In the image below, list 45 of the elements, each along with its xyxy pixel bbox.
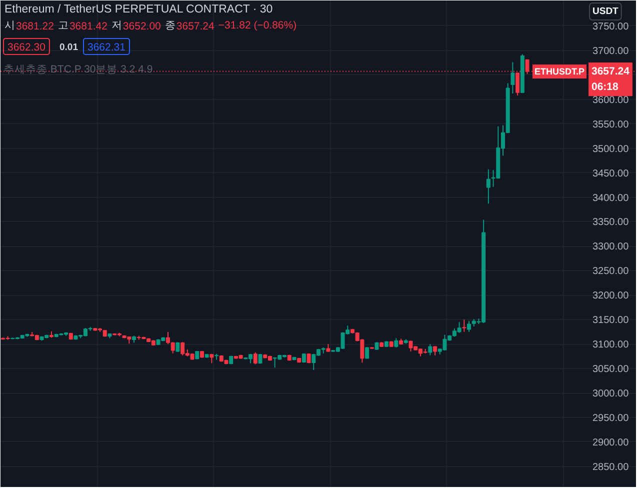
candlestick xyxy=(365,346,370,360)
annotation: 시 xyxy=(4,20,16,32)
y-tick-label: 3300.00 xyxy=(592,242,630,253)
candlestick xyxy=(462,319,466,332)
annotation: USDT xyxy=(592,6,619,17)
ref-line-label: 3657.24 xyxy=(592,66,630,78)
chart-title: Ethereum / TetherUS PERPETUAL CONTRACT · 30 xyxy=(4,4,273,16)
y-tick-label: 2850.00 xyxy=(592,462,630,473)
y-tick-label: 3500.00 xyxy=(592,144,630,155)
y-tick-label: 3150.00 xyxy=(592,315,630,326)
annotation: 3681.42 xyxy=(69,20,108,32)
annotation: 3681.22 xyxy=(16,20,54,32)
y-tick-label: 3400.00 xyxy=(592,192,630,204)
candlestick xyxy=(176,342,180,352)
annotation: 3662.30 xyxy=(8,42,46,54)
y-tick-label: 3350.00 xyxy=(592,217,630,228)
annotation: 종 xyxy=(164,20,176,32)
candlestick xyxy=(486,168,490,204)
annotation: 0.01 xyxy=(60,42,79,53)
y-tick-label: 3450.00 xyxy=(592,168,630,180)
y-tick-label: 3050.00 xyxy=(592,364,630,376)
candlestick xyxy=(433,346,438,356)
y-tick-label: 3700.00 xyxy=(592,46,630,57)
annotation: 추세추종 BTC.P 30분봉 3.2 4.9 xyxy=(4,64,153,76)
y-tick-label: 3600.00 xyxy=(592,94,630,106)
candlestick xyxy=(394,338,398,348)
annotation: 저 xyxy=(111,20,122,32)
candlestick xyxy=(510,62,515,94)
annotation: 3662.31 xyxy=(88,42,126,54)
y-tick-label: 3750.00 xyxy=(592,21,630,32)
annotation: 고 xyxy=(58,20,69,32)
annotation: −31.82 (−0.86%) xyxy=(218,20,297,32)
annotation: 3652.00 xyxy=(122,20,162,32)
y-tick-label: 3550.00 xyxy=(592,119,630,130)
candlestick xyxy=(428,344,432,356)
annotation: ETHUSDT.P xyxy=(534,66,585,76)
y-tick-label: 3200.00 xyxy=(592,290,630,302)
y-tick-label: 2900.00 xyxy=(592,437,630,448)
annotation: 06:18 xyxy=(592,81,619,94)
candlestick xyxy=(253,352,258,365)
y-tick-label: 3100.00 xyxy=(592,340,630,351)
annotation: 3657.24 xyxy=(176,20,215,32)
y-tick-label: 2950.00 xyxy=(592,413,630,424)
y-tick-label: 3000.00 xyxy=(592,388,630,400)
y-tick-label: 3250.00 xyxy=(592,266,630,278)
